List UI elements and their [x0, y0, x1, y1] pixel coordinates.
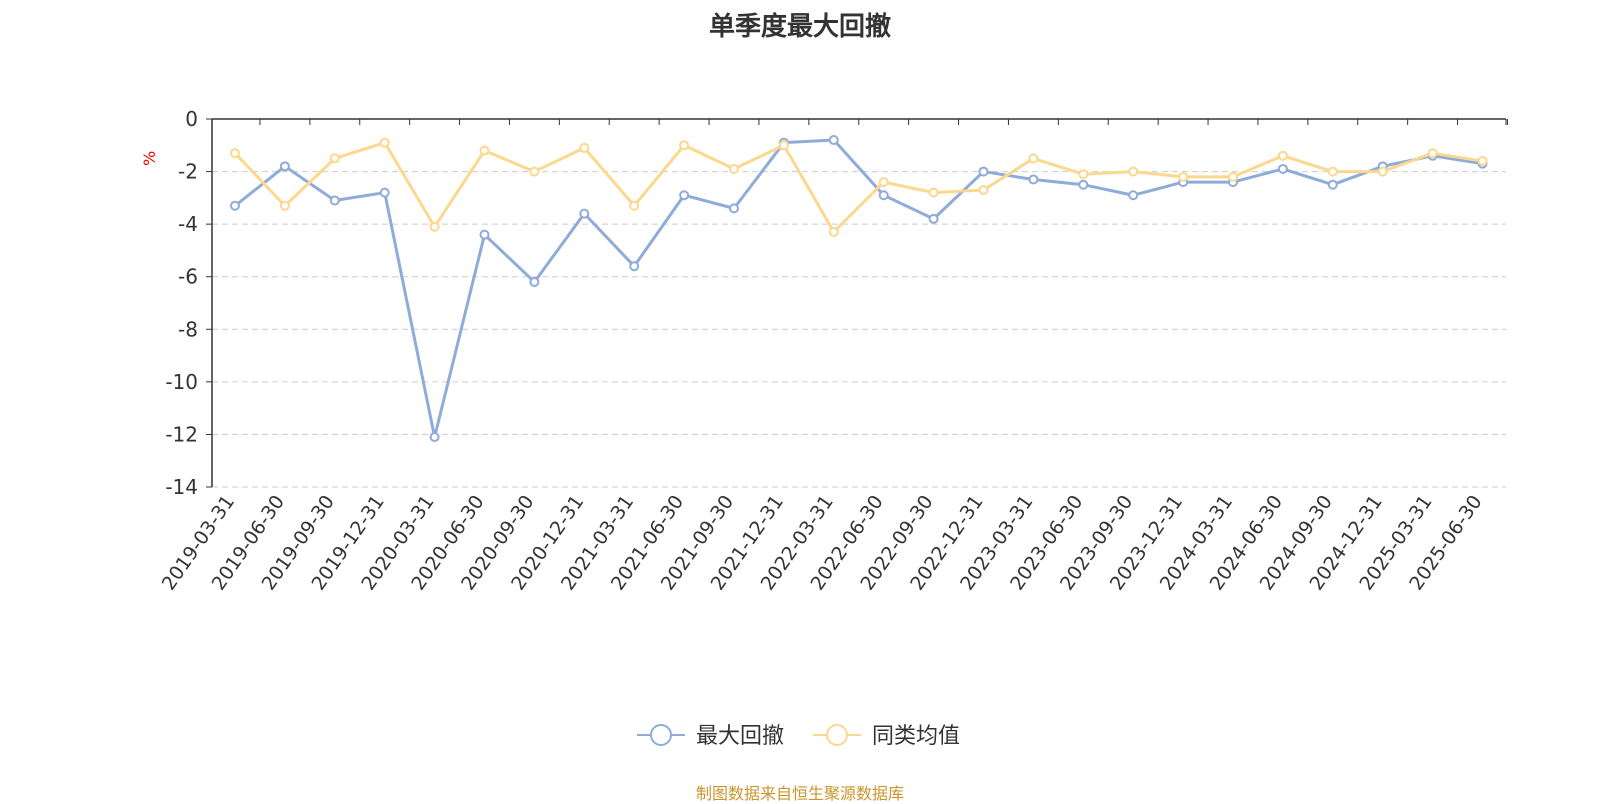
- y-tick-label: -10: [165, 370, 198, 394]
- y-tick-label: -2: [178, 160, 198, 184]
- data-point: [828, 135, 839, 146]
- chart-title: 单季度最大回撤: [708, 12, 891, 42]
- data-point: [1427, 148, 1438, 159]
- data-point: [479, 229, 490, 240]
- data-point: [1128, 190, 1139, 201]
- series-line-1: [234, 138, 1483, 439]
- data-point: [1327, 179, 1338, 190]
- y-tick-label: -6: [178, 265, 198, 289]
- data-point: [629, 200, 640, 211]
- data-point: [279, 200, 290, 211]
- data-point: [1228, 171, 1238, 182]
- data-point: [329, 195, 340, 206]
- data-point: [379, 137, 390, 148]
- data-point: [1078, 179, 1089, 190]
- data-point: [1078, 169, 1089, 180]
- data-point: [429, 221, 440, 232]
- data-point: [679, 140, 690, 151]
- y-tick-label: -14: [165, 475, 198, 499]
- data-point: [479, 145, 490, 156]
- data-point: [1477, 156, 1488, 167]
- data-point: [928, 187, 939, 198]
- data-point: [230, 200, 240, 211]
- data-point: [1128, 166, 1139, 177]
- data-point: [778, 140, 789, 151]
- data-point: [230, 148, 240, 159]
- legend-marker: [650, 724, 672, 746]
- data-point: [529, 276, 540, 287]
- data-point: [579, 208, 590, 219]
- legend-label: 最大回撤: [696, 724, 784, 749]
- data-point: [1277, 150, 1288, 161]
- data-point: [828, 227, 839, 238]
- data-point: [679, 190, 690, 201]
- y-tick-label: 0: [185, 107, 198, 131]
- y-tick-label: -4: [178, 212, 198, 236]
- legend-marker: [826, 724, 848, 746]
- data-point: [279, 161, 290, 172]
- y-axis-label: %: [140, 151, 159, 166]
- y-tick-label: -12: [165, 422, 198, 446]
- data-point: [1028, 174, 1039, 185]
- data-point: [878, 177, 889, 188]
- data-point: [329, 153, 340, 164]
- data-point: [1277, 163, 1288, 174]
- data-point: [1178, 171, 1189, 182]
- data-point: [429, 432, 440, 443]
- data-point: [928, 213, 939, 224]
- data-point: [529, 166, 540, 177]
- data-point: [978, 166, 989, 177]
- data-point: [379, 187, 390, 198]
- y-tick-label: -8: [178, 317, 198, 341]
- data-point: [579, 142, 590, 153]
- series-line-2: [233, 141, 1483, 234]
- legend-label: 同类均值: [872, 724, 960, 749]
- data-point: [878, 190, 889, 201]
- data-point: [629, 261, 640, 272]
- data-point: [729, 203, 739, 214]
- source-note: 制图数据来自恒生聚源数据库: [695, 784, 904, 803]
- data-point: [1327, 166, 1338, 177]
- data-point: [978, 184, 989, 195]
- data-point: [1377, 166, 1388, 177]
- data-point: [729, 163, 739, 174]
- data-point: [1028, 153, 1039, 164]
